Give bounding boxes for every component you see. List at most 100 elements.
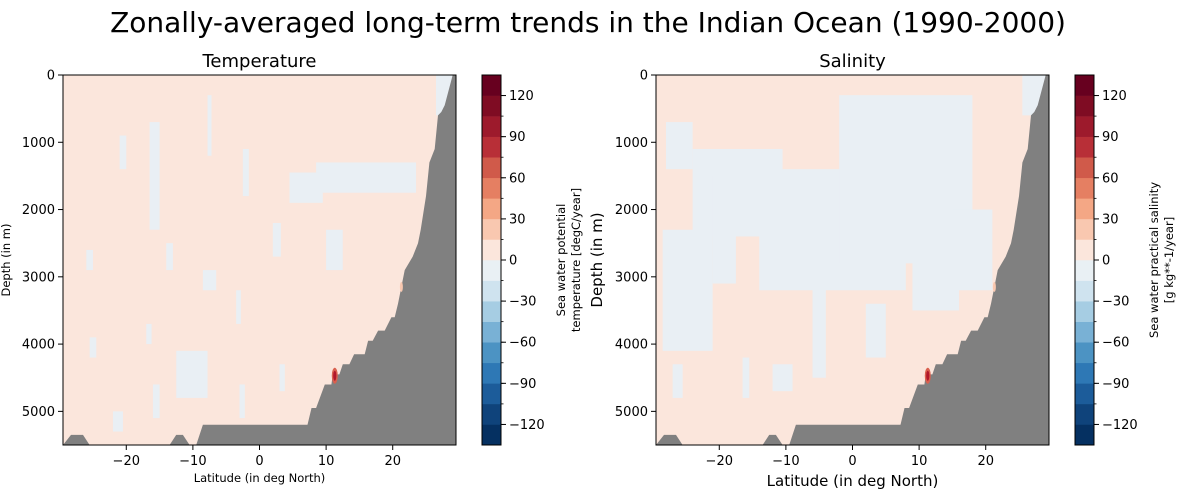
panel-salinity: Salinity −20 −10 0 10 20 0 1000 2000 3000 4000 50… xyxy=(588,51,1176,490)
hotspot-faint xyxy=(992,281,996,292)
y-tick-label: 4000 xyxy=(615,338,648,353)
negative-trend-patches-temperature xyxy=(86,75,456,432)
negative-patch xyxy=(812,263,826,378)
y-tick-label: 0 xyxy=(640,69,648,84)
colorbar-band xyxy=(482,95,501,117)
colorbar-band xyxy=(482,75,501,96)
negative-patch xyxy=(672,364,683,398)
colorbar-band xyxy=(482,218,501,240)
colorbar-band xyxy=(482,198,501,220)
colorbar-band xyxy=(1075,424,1094,446)
colorbar-band xyxy=(1075,321,1094,343)
y-axis-label-salinity: Depth (in m) xyxy=(588,212,606,307)
colorbar-band xyxy=(482,157,501,179)
negative-patch xyxy=(665,122,693,170)
negative-patch xyxy=(166,243,173,271)
colorbar-band xyxy=(482,321,501,343)
panel-title-temperature: Temperature xyxy=(201,51,316,72)
colorbar-band xyxy=(482,301,501,322)
negative-patch xyxy=(712,175,736,284)
y-tick-label: 3000 xyxy=(615,270,648,285)
x-tick-label: −20 xyxy=(706,454,733,469)
colorbar-tick-label: −30 xyxy=(1102,295,1129,310)
negative-patch xyxy=(326,229,343,271)
trend-hotspot-salinity xyxy=(924,281,996,384)
x-tick-label: 20 xyxy=(977,454,994,469)
hotspot-core xyxy=(926,370,930,381)
colorbar-tick-label: 90 xyxy=(509,130,526,145)
y-ticks-salinity: 0 1000 2000 3000 4000 5000 xyxy=(615,69,656,420)
colorbar-band xyxy=(482,260,501,281)
colorbar-tick-label: 120 xyxy=(509,89,534,104)
hotspot-core xyxy=(333,370,337,381)
colorbar-band xyxy=(1075,198,1094,220)
x-tick-label: −20 xyxy=(113,454,140,469)
colorbar-tick-label: 0 xyxy=(1102,254,1110,269)
negative-patch xyxy=(236,290,241,324)
colorbar-band xyxy=(1075,95,1094,117)
y-tick-label: 2000 xyxy=(22,203,55,218)
panel-temperature: Temperature −20 −10 0 10 20 0 1000 2000 3000 400… xyxy=(0,51,583,485)
negative-patch xyxy=(865,303,886,358)
colorbar-band xyxy=(1075,239,1094,261)
colorbar-tick-label: −30 xyxy=(509,295,536,310)
negative-patch xyxy=(112,411,123,432)
negative-patch xyxy=(146,323,152,345)
colorbar-tick-label: 60 xyxy=(1102,171,1119,186)
y-tick-label: 4000 xyxy=(22,338,55,353)
colorbar-band xyxy=(482,362,501,384)
negative-patch xyxy=(316,162,417,193)
x-tick-label: −10 xyxy=(772,454,799,469)
negative-patch xyxy=(742,357,750,398)
colorbar-tick-label: −120 xyxy=(1102,418,1138,433)
x-tick-label: 0 xyxy=(848,454,856,469)
colorbar-tick-label: −60 xyxy=(509,336,536,351)
y-tick-label: 5000 xyxy=(615,405,648,420)
x-tick-label: 10 xyxy=(318,454,335,469)
negative-patch xyxy=(152,384,160,419)
colorbar-band xyxy=(1075,280,1094,302)
colorbar-tick-label: −60 xyxy=(1102,336,1129,351)
negative-patch xyxy=(149,122,160,230)
negative-patch xyxy=(119,135,127,170)
colorbar-tick-label: 120 xyxy=(1102,89,1127,104)
x-ticks-salinity: −20 −10 0 10 20 xyxy=(706,445,994,469)
colorbar-band xyxy=(482,424,501,446)
colorbar-band xyxy=(482,342,501,364)
hotspot-faint xyxy=(399,281,403,292)
colorbar-salinity: 120 90 60 30 0 −30 −60 −90 −120 xyxy=(1074,74,1138,446)
negative-patch xyxy=(207,95,212,156)
colorbar-band xyxy=(1075,362,1094,384)
negative-patch xyxy=(792,196,800,230)
figure-suptitle: Zonally-averaged long-term trends in the… xyxy=(110,6,1066,39)
colorbar-band xyxy=(1075,218,1094,240)
negative-patch xyxy=(289,172,323,203)
negative-patch xyxy=(662,229,713,351)
colorbar-band xyxy=(1075,177,1094,199)
x-axis-label-salinity: Latitude (in deg North) xyxy=(767,472,939,490)
negative-trend-patches-salinity xyxy=(662,75,1049,398)
x-axis-label-temperature: Latitude (in deg North) xyxy=(194,471,326,485)
colorbar-label-line2-salinity: [g kg**-1/year] xyxy=(1162,217,1176,303)
land-mask-temperature xyxy=(63,75,456,445)
colorbar-tick-label: −120 xyxy=(509,418,545,433)
negative-patch xyxy=(86,249,93,271)
x-tick-label: −10 xyxy=(179,454,206,469)
y-ticks-temperature: 0 1000 2000 3000 4000 5000 xyxy=(22,69,63,420)
negative-patch xyxy=(89,337,97,358)
colorbar-band xyxy=(482,280,501,302)
colorbar-band xyxy=(482,403,501,425)
colorbar-band xyxy=(482,383,501,405)
colorbar-temperature: 120 90 60 30 0 −30 −60 −90 −120 xyxy=(481,74,545,446)
colorbar-band xyxy=(1075,136,1094,158)
land-mask-salinity xyxy=(656,75,1049,445)
negative-patch xyxy=(912,196,960,311)
colorbar-tick-label: 30 xyxy=(1102,212,1119,227)
negative-patch xyxy=(279,364,285,392)
negative-patch xyxy=(202,270,217,291)
heatmap-field-temperature xyxy=(63,75,456,445)
colorbar-tick-label: 30 xyxy=(509,212,526,227)
negative-patch xyxy=(272,223,281,257)
colorbar-band xyxy=(1075,403,1094,425)
